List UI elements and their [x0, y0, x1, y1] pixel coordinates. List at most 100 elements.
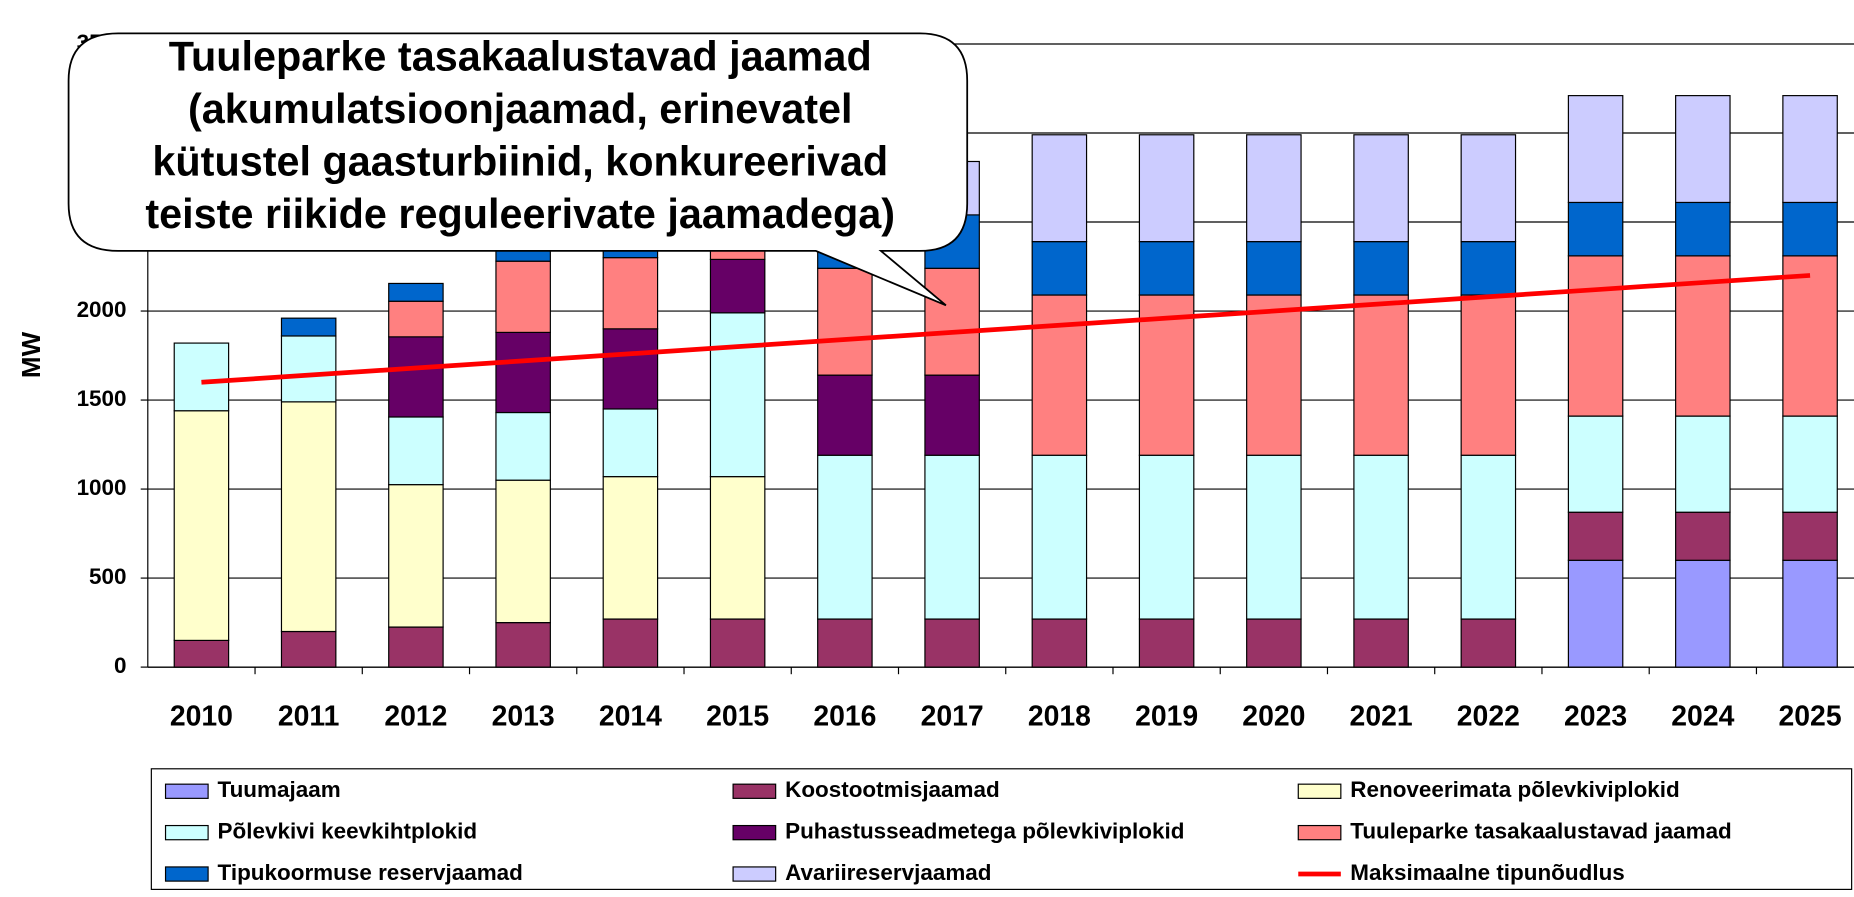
bar-segment — [1138, 618, 1195, 668]
legend-label: Tuumajaam — [218, 777, 341, 802]
callout-text: kütustel gaasturbiinid, konkureerivad — [152, 139, 888, 185]
legend-swatch — [1297, 824, 1342, 841]
legend-swatch — [164, 783, 209, 799]
bar-segment — [1138, 454, 1195, 620]
bar-segment — [1353, 454, 1409, 620]
bar-segment — [1675, 201, 1731, 257]
callout-text: Tuuleparke tasakaalustavad jaamad — [169, 33, 872, 79]
callout-text: teiste riikide reguleerivate jaamadega) — [145, 191, 895, 237]
bar-segment — [709, 476, 766, 620]
bar-segment — [388, 282, 444, 302]
bar-segment — [1567, 201, 1624, 257]
bar-segment — [495, 411, 551, 481]
x-tick-label: 2013 — [492, 700, 555, 732]
legend-swatch — [164, 866, 209, 882]
bar-segment — [924, 454, 980, 620]
bar-segment — [602, 328, 659, 410]
bar-segment — [173, 410, 230, 641]
bar-segment — [495, 622, 551, 668]
bar-segment — [1460, 294, 1517, 456]
bar-segment — [1246, 294, 1302, 456]
bar-segment — [1031, 241, 1088, 296]
callout-text: (akumulatsioonjaamad, erinevatel — [188, 86, 853, 132]
bar-segment — [817, 267, 873, 376]
bar-segment — [1567, 559, 1624, 668]
x-tick-label: 2018 — [1028, 700, 1091, 732]
x-tick-label: 2024 — [1671, 700, 1734, 732]
bar-segment — [1675, 559, 1731, 668]
bar-segment — [924, 618, 980, 668]
bar-segment — [1675, 95, 1731, 204]
bar-segment — [602, 257, 659, 330]
legend-label: Puhastusseadmetega põlevkiviplokid — [785, 819, 1184, 844]
y-tick-label: 500 — [89, 564, 126, 589]
legend-label: Koostootmisjaamad — [785, 777, 1000, 802]
bar-segment — [709, 312, 766, 478]
bar-segment — [1353, 618, 1409, 668]
x-tick-label: 2016 — [813, 700, 876, 732]
bar-segment — [1567, 415, 1624, 513]
bar-segment — [602, 408, 659, 478]
bar-segment — [1031, 294, 1088, 456]
legend-box — [150, 768, 1853, 890]
y-tick-label: 1000 — [77, 475, 127, 500]
bar-segment — [1782, 95, 1838, 204]
y-tick-label: 1500 — [77, 386, 127, 411]
bar-segment — [280, 630, 337, 668]
bar-segment — [280, 401, 337, 633]
x-tick-label: 2023 — [1564, 700, 1627, 732]
callout — [67, 32, 969, 307]
bar-segment — [817, 374, 873, 456]
bar-segment — [1353, 241, 1409, 296]
bar-segment — [1246, 241, 1302, 296]
bar-segment — [1031, 134, 1088, 243]
x-tick-label: 2010 — [170, 700, 233, 732]
legend-label: Avariireservjaamad — [785, 860, 991, 885]
bar-segment — [1031, 454, 1088, 620]
x-tick-label: 2025 — [1779, 700, 1842, 732]
legend-label: Maksimaalne tipunõudlus — [1350, 860, 1624, 885]
y-axis-label: MW — [16, 331, 46, 378]
bar-segment — [1782, 415, 1838, 513]
bar-segment — [388, 484, 444, 628]
x-tick-label: 2017 — [921, 700, 984, 732]
legend-swatch — [732, 783, 777, 799]
x-tick-label: 2012 — [384, 700, 447, 732]
bar-segment — [1675, 415, 1731, 513]
bar-segment — [388, 416, 444, 486]
bar-segment — [924, 374, 980, 456]
bar-segment — [1567, 511, 1624, 561]
bar-segment — [495, 479, 551, 624]
legend-label: Renoveerimata põlevkiviplokid — [1350, 777, 1679, 802]
line-series — [201, 273, 1811, 385]
legend-swatch — [732, 824, 777, 841]
bar-segment — [1246, 454, 1302, 620]
bar-segment — [1782, 511, 1838, 561]
y-tick-label: 0 — [114, 653, 127, 678]
bar-segment — [388, 626, 444, 668]
bar-segment — [1353, 294, 1409, 456]
bar-segment — [173, 639, 230, 668]
bar-segment — [1460, 241, 1517, 296]
bar-segment — [1675, 511, 1731, 561]
x-tick-label: 2021 — [1350, 700, 1413, 732]
bar-segment — [709, 618, 766, 668]
legend-swatch — [164, 824, 209, 841]
x-tick-label: 2011 — [278, 700, 340, 732]
x-tick-label: 2014 — [599, 700, 662, 732]
bar-segment — [280, 335, 337, 403]
bar-segment — [1138, 241, 1195, 296]
legend-label: Põlevkivi keevkihtplokid — [218, 819, 478, 844]
bar-segment — [1460, 134, 1517, 243]
x-tick-label: 2022 — [1457, 700, 1520, 732]
bar-segment — [1138, 134, 1195, 243]
bar-segment — [280, 317, 337, 337]
bar-segment — [1460, 618, 1517, 668]
bar-segment — [1246, 134, 1302, 243]
bar-segment — [602, 476, 659, 620]
bar-segment — [1246, 618, 1302, 668]
bar-segment — [1782, 559, 1838, 668]
x-tick-label: 2019 — [1135, 700, 1198, 732]
legend-label: Tipukoormuse reservjaamad — [218, 860, 523, 885]
